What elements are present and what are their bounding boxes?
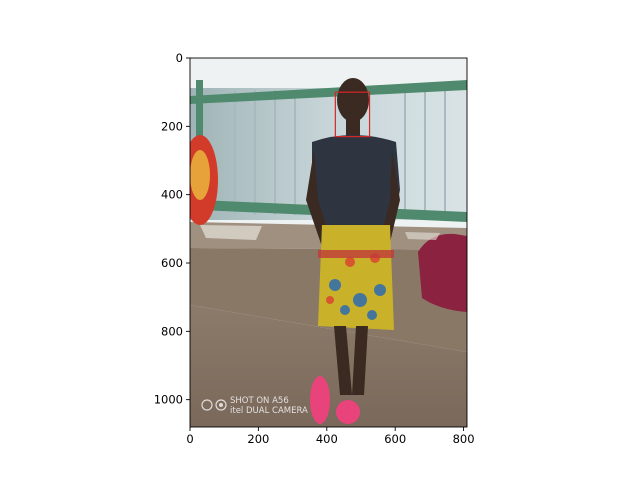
photo-image: SHOT ON A56 itel DUAL CAMERA: [190, 58, 467, 427]
watermark-line-2: itel DUAL CAMERA: [230, 406, 308, 416]
y-tick-label-4: 800: [161, 324, 183, 338]
y-tick-label-2: 400: [161, 188, 183, 202]
y-tick-label-3: 600: [161, 256, 183, 270]
bounding-box-0: [334, 91, 371, 138]
axes: 0 200 400 600 800 0 200 400 600 800 1000: [154, 51, 475, 446]
x-tick-label-4: 800: [453, 432, 475, 446]
y-tick-label-1: 200: [161, 119, 183, 133]
x-tick-label-0: 0: [186, 432, 193, 446]
x-tick-label-3: 600: [384, 432, 406, 446]
annotation-layer: [334, 91, 371, 138]
axes-frame: [189, 57, 468, 428]
x-tick-label-2: 400: [316, 432, 338, 446]
y-tick-label-5: 1000: [154, 393, 183, 407]
watermark-line-1: SHOT ON A56: [230, 396, 289, 406]
x-tick-label-1: 200: [247, 432, 269, 446]
y-tick-label-0: 0: [176, 51, 183, 65]
